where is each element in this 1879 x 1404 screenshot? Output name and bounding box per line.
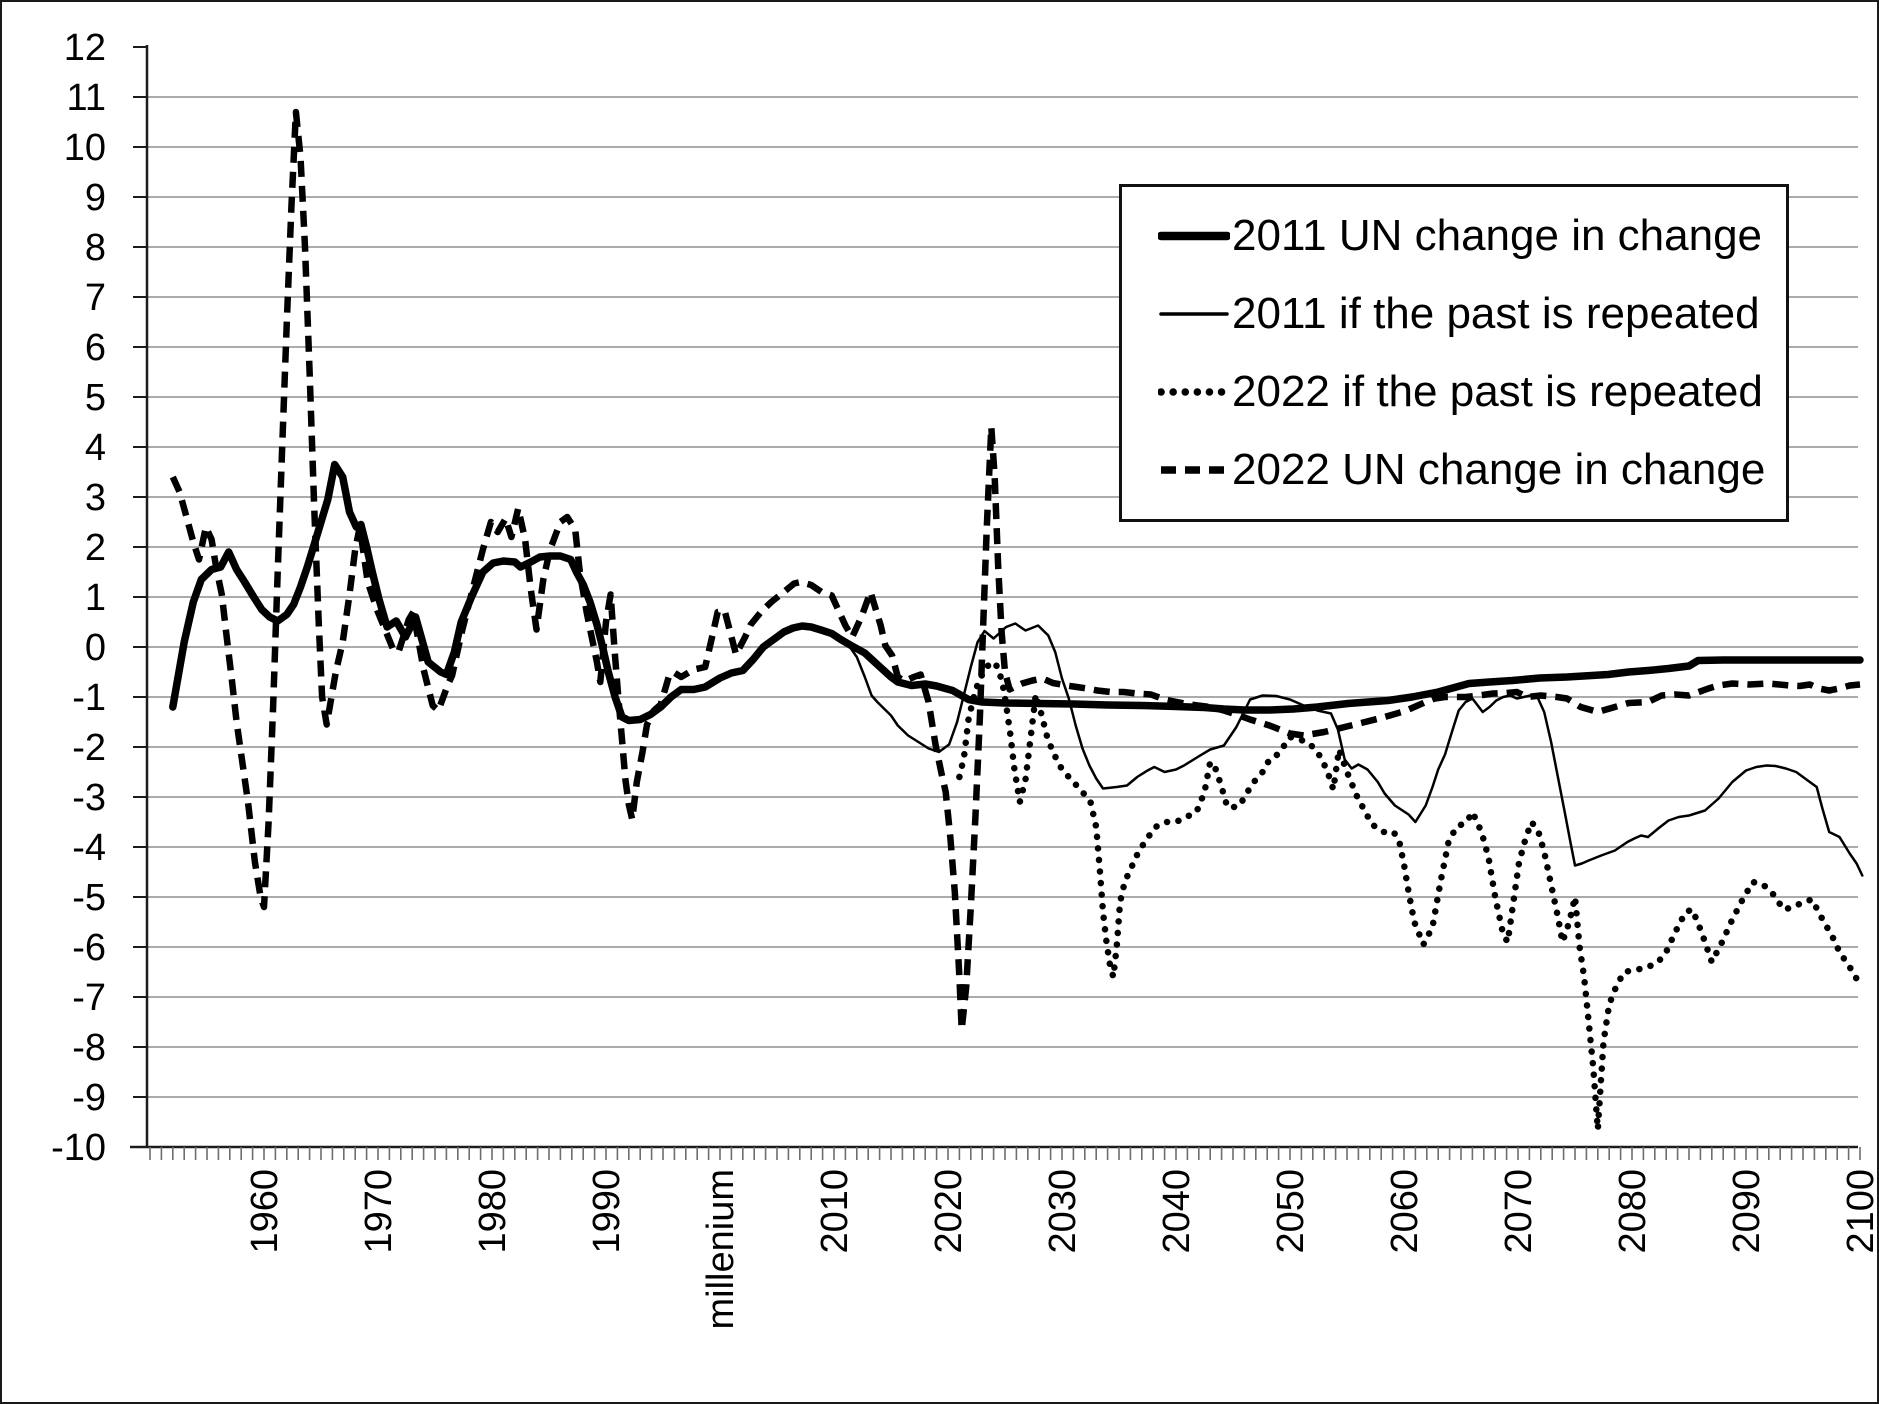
y-axis-label: 3 <box>85 477 106 519</box>
y-axis-label: -7 <box>72 977 106 1019</box>
series-2022-un-change-in-change <box>169 108 1861 1033</box>
legend-line-sample-thick-solid <box>1158 231 1230 241</box>
legend-line-sample-dashed <box>1161 466 1227 474</box>
y-axis-label: 2 <box>85 527 106 569</box>
x-axis-label: 1990 <box>586 1169 628 1254</box>
x-axis-label: 2060 <box>1384 1169 1426 1254</box>
x-axis-label: 2100 <box>1840 1169 1879 1254</box>
legend: 2011 UN change in change 2011 if the past… <box>1119 184 1789 522</box>
x-axis-label: 1980 <box>472 1169 514 1254</box>
legend-line-sample-thin-solid <box>1159 312 1229 316</box>
x-axis-label: 2070 <box>1498 1169 1540 1254</box>
y-axis-label: 9 <box>85 177 106 219</box>
y-axis-label: -8 <box>72 1027 106 1069</box>
y-axis-label: 0 <box>85 627 106 669</box>
x-axis-label: 1960 <box>244 1169 286 1254</box>
x-axis-label: 1970 <box>358 1169 400 1254</box>
x-axis-label: 2010 <box>814 1169 856 1254</box>
legend-item: 2011 UN change in change <box>1158 211 1786 261</box>
y-axis-label: -6 <box>72 927 106 969</box>
legend-label: 2022 UN change in change <box>1232 445 1766 494</box>
y-axis-label: 10 <box>64 127 106 169</box>
y-axis-label: 5 <box>85 377 106 419</box>
y-axis-label: 1 <box>85 577 106 619</box>
legend-label: 2011 if the past is repeated <box>1232 289 1760 338</box>
y-axis-label: 11 <box>67 77 106 119</box>
y-axis-label: 7 <box>85 277 106 319</box>
y-axis-label: 8 <box>85 227 106 269</box>
x-axis-label: 2080 <box>1612 1169 1654 1254</box>
legend-label: 2011 UN change in change <box>1232 211 1763 260</box>
y-axis-label: 6 <box>85 327 106 369</box>
legend-line-sample-dotted <box>1158 388 1230 396</box>
y-axis-label: -4 <box>72 827 106 869</box>
x-axis-label: millenium <box>700 1169 742 1329</box>
y-axis-label: -3 <box>72 777 106 819</box>
y-axis-label: 12 <box>64 27 106 69</box>
y-axis-label: -10 <box>51 1127 106 1169</box>
y-axis-label: -1 <box>72 677 106 719</box>
series-2011-if-the-past-is-repeated <box>847 622 1864 877</box>
x-axis-label: 2030 <box>1042 1169 1084 1254</box>
legend-label: 2022 if the past is repeated <box>1232 367 1763 416</box>
y-axis-label: -2 <box>72 727 106 769</box>
legend-item: 2022 if the past is repeated <box>1158 367 1786 417</box>
x-axis-label: 2040 <box>1156 1169 1198 1254</box>
legend-item: 2011 if the past is repeated <box>1158 289 1786 339</box>
y-axis-label: -9 <box>72 1077 106 1119</box>
legend-item: 2022 UN change in change <box>1158 445 1786 495</box>
series-2022-if-the-past-is-repeated <box>956 658 1864 1133</box>
x-axis-label: 2050 <box>1270 1169 1312 1254</box>
x-axis-label: 2020 <box>928 1169 970 1254</box>
y-axis-label: 4 <box>85 427 106 469</box>
x-axis-label: 2090 <box>1726 1169 1768 1254</box>
y-axis-label: -5 <box>72 877 106 919</box>
